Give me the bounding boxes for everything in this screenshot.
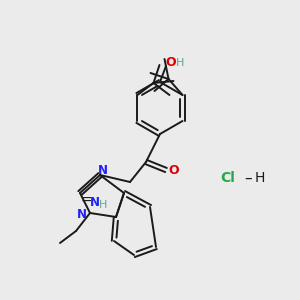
Text: N: N <box>90 196 100 208</box>
Text: O: O <box>169 164 179 176</box>
Text: Cl: Cl <box>220 171 236 185</box>
Text: H: H <box>176 58 184 68</box>
Text: N: N <box>77 208 87 221</box>
Text: O: O <box>166 56 176 70</box>
Text: H: H <box>99 200 107 210</box>
Text: –: – <box>244 170 252 185</box>
Text: =: = <box>80 194 92 208</box>
Text: N: N <box>98 164 108 176</box>
Text: H: H <box>255 171 265 185</box>
